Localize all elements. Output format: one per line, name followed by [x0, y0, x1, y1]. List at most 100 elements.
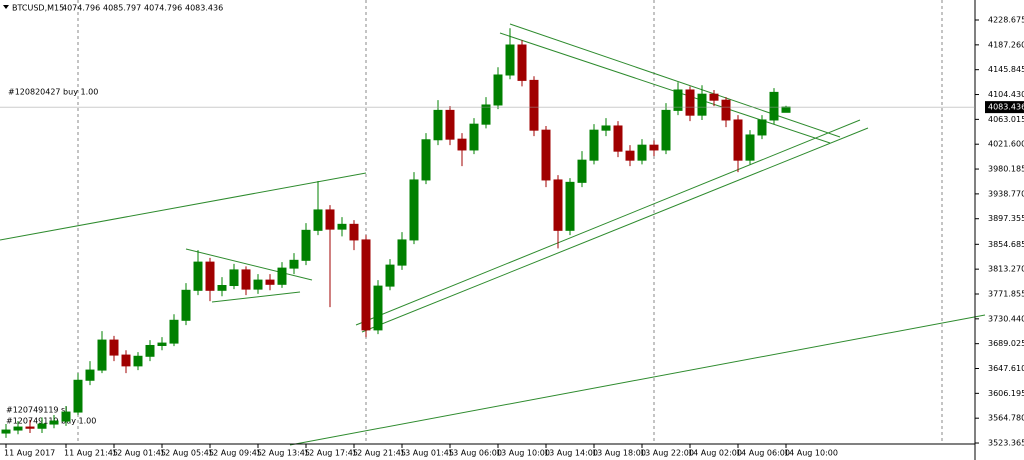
y-tick-label: 4021.600	[988, 140, 1024, 149]
header-close: 4083.436	[185, 4, 223, 13]
y-tick-label: 4104.430	[988, 90, 1024, 99]
x-tick-label: 12 Aug 01:45	[112, 449, 166, 458]
candle-body	[745, 134, 755, 161]
candle-body	[481, 104, 491, 125]
x-tick-label: 12 Aug 13:45	[256, 449, 310, 458]
trendline	[289, 314, 986, 446]
order-label: #120820427 buy 1.00	[8, 88, 98, 97]
candle-body	[301, 229, 311, 261]
y-tick-label: 4145.845	[988, 65, 1024, 74]
candle-body	[637, 144, 647, 161]
y-tick-label: 3980.185	[988, 165, 1024, 174]
y-tick-label: 3771.855	[988, 289, 1024, 298]
candle-body	[769, 91, 779, 121]
candle-body	[781, 106, 791, 113]
current-price-box	[985, 101, 1024, 114]
candle-body	[205, 261, 215, 291]
y-tick-label: 3730.440	[988, 314, 1024, 323]
candle-body	[145, 344, 155, 357]
order-label: #120749119 sl	[6, 406, 67, 415]
candle-body	[565, 181, 575, 231]
trendline	[185, 248, 313, 281]
x-tick-label: 13 Aug 01:45	[400, 449, 454, 458]
candle-body	[193, 261, 203, 291]
candle-body	[613, 125, 623, 152]
x-tick-label: 11 Aug 2017	[4, 449, 55, 458]
candle-body	[313, 209, 323, 231]
candle-body	[253, 279, 263, 290]
candle-body	[577, 159, 587, 183]
trendline	[211, 291, 301, 303]
candle-body	[97, 339, 107, 371]
candle-body	[109, 339, 119, 356]
candle-body	[457, 138, 467, 151]
candle-body	[433, 109, 443, 141]
x-tick-label: 11 Aug 21:45	[64, 449, 118, 458]
candle-body	[661, 109, 671, 151]
candle-body	[49, 420, 59, 425]
symbol: BTCUSD,M15	[12, 4, 64, 13]
trendlines	[0, 23, 986, 446]
x-tick-label: 12 Aug 17:45	[304, 449, 358, 458]
candle-body	[73, 379, 83, 413]
candle-body	[1, 429, 11, 434]
candle-body	[337, 223, 347, 230]
candle-body	[409, 179, 419, 241]
y-tick-label: 3523.365	[988, 439, 1024, 448]
candle-body	[421, 139, 431, 181]
candle-body	[601, 125, 611, 131]
x-tick-label: 14 Aug 02:00	[688, 449, 742, 458]
candle-body	[469, 123, 479, 151]
candle-body	[133, 355, 143, 367]
candle-body	[733, 119, 743, 161]
x-tick-label: 13 Aug 06:00	[448, 449, 502, 458]
trendline	[509, 23, 841, 138]
current-price-label: 4083.436	[988, 103, 1024, 112]
x-tick-label: 13 Aug 22:00	[640, 449, 694, 458]
candle-body	[217, 285, 227, 291]
x-tick-label: 12 Aug 05:45	[160, 449, 214, 458]
trendline	[361, 127, 869, 333]
candle-body	[289, 259, 299, 269]
x-tick-label: 14 Aug 10:00	[784, 449, 838, 458]
x-tick-label: 13 Aug 10:00	[496, 449, 550, 458]
candle-body	[709, 93, 719, 101]
candle-body	[13, 426, 23, 431]
candle-body	[505, 44, 515, 76]
candle-body	[181, 289, 191, 321]
header-low: 4074.796	[144, 4, 182, 13]
candle-body	[349, 223, 359, 241]
y-tick-label: 4063.015	[988, 115, 1024, 124]
header-high: 4085.797	[103, 4, 141, 13]
candle-body	[517, 44, 527, 81]
y-tick-label: 3564.780	[988, 414, 1024, 423]
y-tick-label: 3813.270	[988, 265, 1024, 274]
candle-body	[697, 93, 707, 116]
candle-body	[757, 119, 767, 136]
candle-body	[361, 239, 371, 331]
y-tick-label: 3606.195	[988, 389, 1024, 398]
candle-body	[649, 144, 659, 151]
candle-body	[673, 89, 683, 111]
x-tick-label: 14 Aug 06:00	[736, 449, 790, 458]
candle-body	[445, 109, 455, 140]
candle-body	[541, 129, 551, 181]
candle-body	[385, 264, 395, 287]
candle-body	[229, 269, 239, 287]
x-tick-label: 13 Aug 14:00	[544, 449, 598, 458]
candle-body	[265, 279, 275, 285]
candle-body	[493, 74, 503, 106]
y-tick-label: 4187.260	[988, 40, 1024, 49]
candle-body	[61, 411, 71, 422]
candle-body	[685, 89, 695, 116]
candle-body	[241, 269, 251, 290]
candle-body	[37, 423, 47, 429]
candle-body	[157, 342, 167, 346]
candle-body	[85, 369, 95, 381]
menu-arrow[interactable]	[3, 5, 9, 9]
candle-body	[625, 150, 635, 161]
candle-body	[277, 267, 287, 285]
candle-body	[169, 319, 179, 344]
